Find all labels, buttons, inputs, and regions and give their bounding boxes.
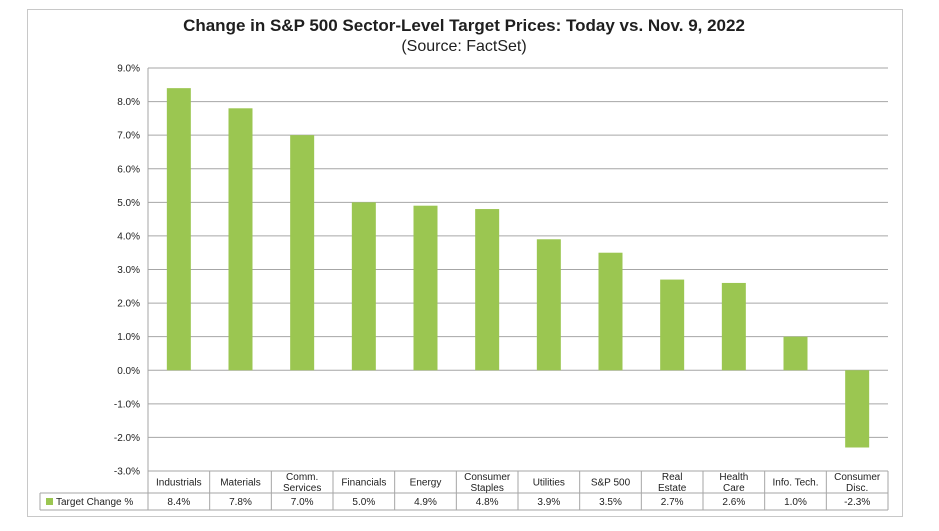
data-label: 3.9% — [537, 497, 560, 508]
data-label: 4.9% — [414, 497, 437, 508]
y-tick-label: 3.0% — [117, 265, 140, 276]
x-tick-label: Utilities — [533, 478, 565, 489]
data-label: 4.8% — [476, 497, 499, 508]
y-tick-label: -2.0% — [114, 433, 140, 444]
x-tick-label: S&P 500 — [591, 478, 631, 489]
x-tick-label: Health — [719, 472, 748, 483]
data-label: 8.4% — [167, 497, 190, 508]
y-tick-label: 9.0% — [117, 64, 140, 75]
chart-subtitle: (Source: FactSet) — [401, 38, 527, 55]
y-tick-label: 6.0% — [117, 164, 140, 175]
x-tick-label: Care — [723, 483, 745, 494]
bar — [475, 209, 500, 371]
y-tick-label: 0.0% — [117, 366, 140, 377]
bar — [166, 88, 191, 371]
data-label: 2.6% — [722, 497, 745, 508]
x-tick-label: Consumer — [834, 472, 881, 483]
x-tick-label: Materials — [220, 478, 261, 489]
y-tick-label: 7.0% — [117, 131, 140, 142]
chart-title: Change in S&P 500 Sector-Level Target Pr… — [183, 16, 745, 35]
y-tick-label: 4.0% — [117, 231, 140, 242]
x-tick-label: Energy — [410, 478, 442, 489]
y-tick-label: 1.0% — [117, 332, 140, 343]
x-tick-label: Disc. — [846, 483, 868, 494]
bar — [536, 239, 561, 371]
x-tick-label: Info. Tech. — [773, 478, 819, 489]
y-tick-label: -1.0% — [114, 399, 140, 410]
bar — [598, 252, 623, 371]
bar — [351, 202, 376, 371]
bar — [413, 205, 438, 371]
x-tick-label: Staples — [470, 483, 503, 494]
bar — [783, 336, 808, 371]
bar — [845, 370, 870, 448]
y-tick-label: 5.0% — [117, 198, 140, 209]
x-tick-label: Real — [662, 472, 683, 483]
bar — [660, 279, 685, 371]
bar — [290, 135, 315, 371]
bar — [721, 282, 746, 371]
x-tick-label: Estate — [658, 483, 687, 494]
data-label: 7.0% — [291, 497, 314, 508]
data-label: 1.0% — [784, 497, 807, 508]
data-label: -2.3% — [844, 497, 870, 508]
x-tick-label: Services — [283, 483, 321, 494]
data-label: 7.8% — [229, 497, 252, 508]
y-tick-label: 8.0% — [117, 97, 140, 108]
y-tick-label: 2.0% — [117, 299, 140, 310]
x-tick-label: Comm. — [286, 472, 318, 483]
data-label: 5.0% — [352, 497, 375, 508]
bar — [228, 108, 253, 371]
y-tick-label: -3.0% — [114, 467, 140, 478]
data-label: 3.5% — [599, 497, 622, 508]
x-tick-label: Industrials — [156, 478, 202, 489]
legend-label: Target Change % — [56, 497, 133, 508]
legend-swatch — [46, 498, 53, 505]
data-label: 2.7% — [661, 497, 684, 508]
x-tick-label: Consumer — [464, 472, 511, 483]
x-tick-label: Financials — [341, 478, 386, 489]
